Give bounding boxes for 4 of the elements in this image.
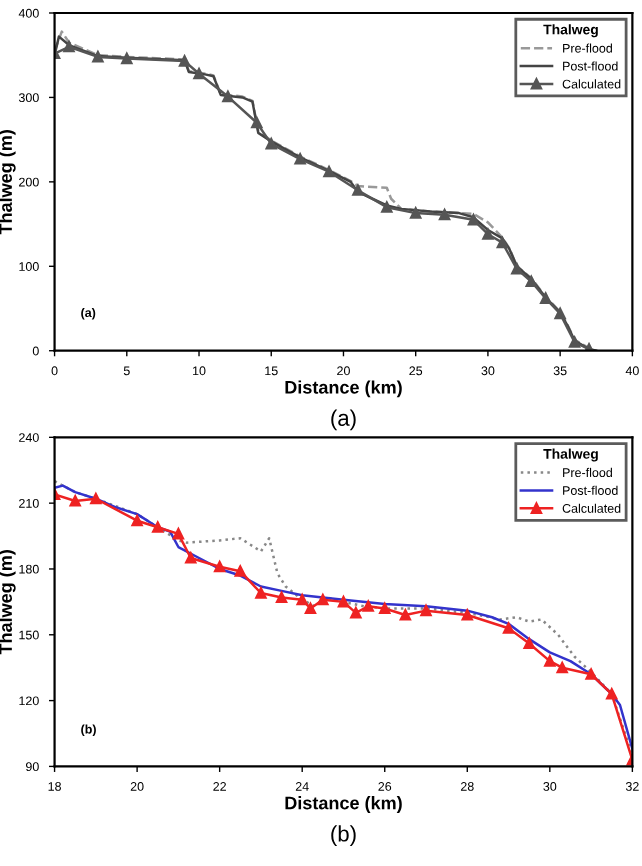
text: (a) [331,409,356,431]
text: (b) [331,825,356,846]
x-axis-title: Distance (km) [285,380,402,398]
x-axis-title: Distance (km) [285,796,402,813]
